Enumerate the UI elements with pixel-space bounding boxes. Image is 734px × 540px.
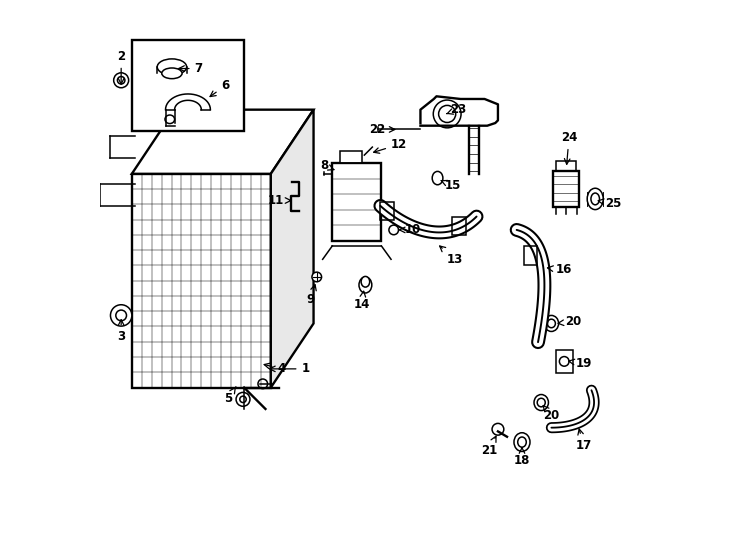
Ellipse shape [432, 171, 443, 185]
Circle shape [258, 379, 268, 389]
Ellipse shape [359, 277, 372, 293]
Ellipse shape [587, 188, 603, 210]
Circle shape [114, 73, 128, 88]
Circle shape [389, 225, 399, 235]
Circle shape [433, 100, 461, 128]
Bar [452, 217, 466, 235]
Text: 18: 18 [514, 448, 530, 467]
Polygon shape [132, 174, 271, 388]
Bar [556, 161, 576, 171]
Ellipse shape [544, 315, 559, 332]
Text: 16: 16 [548, 264, 572, 276]
Polygon shape [271, 110, 313, 388]
Text: 19: 19 [569, 357, 592, 370]
Text: 25: 25 [598, 197, 621, 210]
Text: 12: 12 [374, 138, 407, 153]
Text: 17: 17 [575, 429, 592, 452]
Text: 20: 20 [558, 315, 581, 328]
Circle shape [492, 423, 504, 435]
Ellipse shape [161, 68, 182, 79]
Text: 9: 9 [307, 285, 316, 306]
Bar [523, 246, 537, 265]
Bar [341, 151, 362, 163]
Text: 7: 7 [179, 62, 203, 75]
Text: 15: 15 [441, 179, 461, 192]
Circle shape [236, 393, 250, 406]
Text: 11: 11 [268, 194, 291, 207]
Text: 8: 8 [320, 159, 334, 172]
Text: 20: 20 [543, 406, 559, 422]
Text: 14: 14 [354, 291, 370, 311]
Polygon shape [132, 110, 313, 174]
Circle shape [312, 272, 321, 282]
Text: 22: 22 [369, 123, 395, 136]
Text: 4: 4 [264, 362, 286, 375]
Text: 24: 24 [561, 131, 577, 164]
Bar [553, 171, 578, 207]
Bar [380, 201, 394, 220]
Text: 2: 2 [117, 50, 126, 84]
Text: 21: 21 [481, 436, 497, 457]
Ellipse shape [361, 276, 370, 287]
Text: 3: 3 [117, 320, 126, 343]
Bar [132, 40, 244, 131]
Text: 13: 13 [440, 246, 463, 266]
Text: 1: 1 [269, 362, 310, 375]
Bar [333, 163, 382, 241]
Text: 10: 10 [399, 224, 421, 237]
Bar [556, 350, 573, 373]
Ellipse shape [157, 59, 186, 75]
Text: 6: 6 [210, 79, 230, 97]
Ellipse shape [514, 433, 530, 451]
Text: 5: 5 [224, 387, 236, 405]
Circle shape [110, 305, 132, 326]
Text: 23: 23 [447, 103, 466, 116]
Ellipse shape [534, 395, 548, 410]
